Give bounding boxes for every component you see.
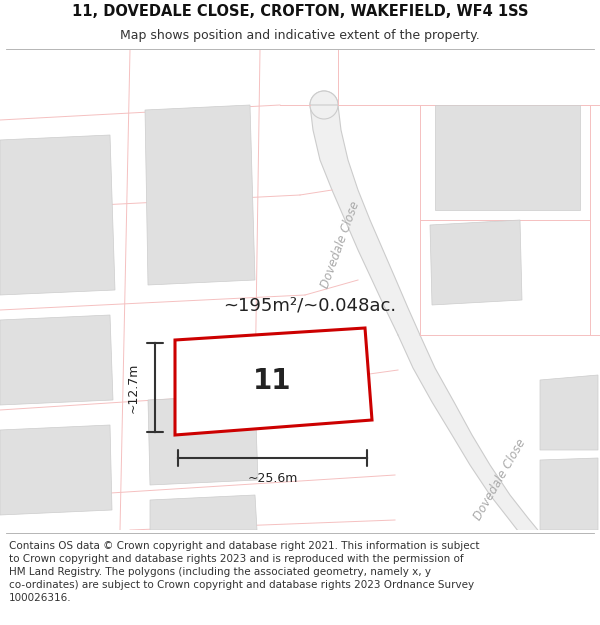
Text: Contains OS data © Crown copyright and database right 2021. This information is : Contains OS data © Crown copyright and d… [9, 541, 479, 602]
Polygon shape [0, 315, 113, 405]
Text: Map shows position and indicative extent of the property.: Map shows position and indicative extent… [120, 29, 480, 42]
Polygon shape [0, 135, 115, 295]
Text: 11: 11 [253, 367, 291, 395]
Polygon shape [540, 458, 598, 530]
Text: ~195m²/~0.048ac.: ~195m²/~0.048ac. [223, 296, 397, 314]
Polygon shape [398, 335, 575, 580]
Polygon shape [210, 358, 293, 423]
Polygon shape [0, 425, 112, 515]
Polygon shape [150, 495, 257, 530]
Polygon shape [540, 375, 598, 450]
Wedge shape [310, 91, 338, 105]
Circle shape [310, 91, 338, 119]
Polygon shape [148, 395, 258, 485]
Polygon shape [430, 220, 522, 305]
Text: 11, DOVEDALE CLOSE, CROFTON, WAKEFIELD, WF4 1SS: 11, DOVEDALE CLOSE, CROFTON, WAKEFIELD, … [72, 4, 528, 19]
Text: ~12.7m: ~12.7m [127, 362, 139, 413]
Polygon shape [175, 328, 372, 435]
Polygon shape [310, 105, 420, 335]
Polygon shape [435, 105, 580, 210]
Text: Dovedale Close: Dovedale Close [472, 437, 529, 523]
Polygon shape [145, 105, 255, 285]
Text: ~25.6m: ~25.6m [247, 471, 298, 484]
Text: Dovedale Close: Dovedale Close [318, 200, 362, 290]
